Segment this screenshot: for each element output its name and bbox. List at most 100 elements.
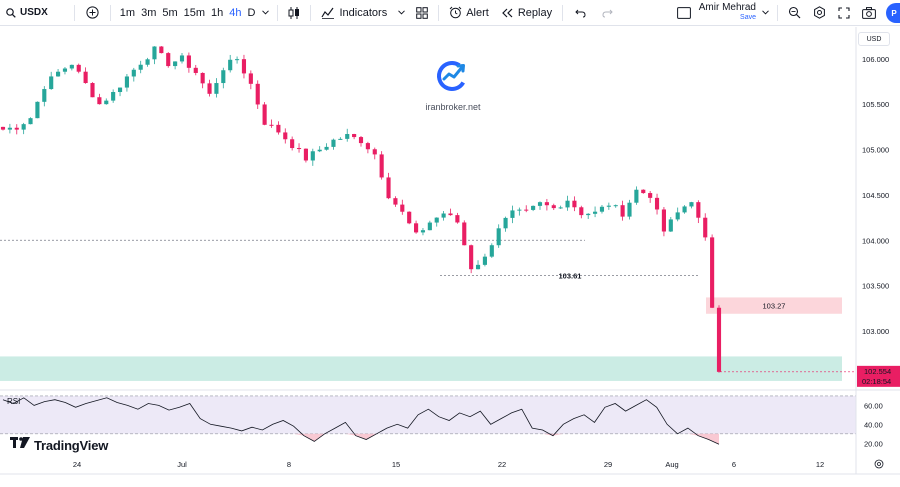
- redo-button[interactable]: [594, 0, 621, 26]
- candle-body: [703, 217, 708, 238]
- candle-body: [214, 83, 219, 94]
- candle-body: [475, 264, 481, 270]
- candle-body: [35, 101, 40, 119]
- publish-avatar-button[interactable]: P: [886, 3, 900, 23]
- candle-body: [145, 59, 150, 65]
- undo-button[interactable]: [567, 0, 594, 26]
- candle-body: [310, 151, 315, 161]
- candle-body: [565, 200, 570, 208]
- candle-body: [689, 202, 694, 207]
- indicator-templates-button[interactable]: [393, 0, 410, 26]
- interval-5m[interactable]: 5m: [162, 6, 178, 19]
- replay-button[interactable]: Replay: [495, 0, 558, 26]
- rsi-oversold-fill: [3, 433, 719, 445]
- rsi-tick-label: 60.00: [864, 401, 883, 410]
- divider: [309, 4, 311, 21]
- indicators-button[interactable]: Indicators: [315, 0, 394, 26]
- price-tick-label: 105.000: [862, 146, 889, 155]
- chart-type-button[interactable]: [282, 0, 306, 26]
- chevron-down-icon: [398, 10, 406, 15]
- magnifier-icon: [788, 6, 801, 19]
- candle-body: [365, 143, 370, 150]
- interval-15m[interactable]: 15m: [183, 6, 206, 19]
- candle-body: [228, 59, 233, 71]
- divider: [438, 4, 440, 21]
- layout-button[interactable]: [410, 0, 434, 26]
- snapshot-button[interactable]: [856, 0, 882, 26]
- candle-body: [400, 204, 405, 212]
- interval-1h[interactable]: 1h: [211, 6, 224, 19]
- compare-symbol-button[interactable]: [79, 0, 106, 26]
- candle-body: [716, 307, 722, 372]
- candle-body: [303, 148, 308, 161]
- candle-body: [83, 71, 88, 84]
- candle-body: [7, 127, 12, 130]
- candle-body: [379, 154, 384, 178]
- candle-body: [482, 256, 487, 265]
- symbol-search-button[interactable]: USDX: [0, 0, 52, 26]
- interval-4h[interactable]: 4h: [229, 6, 242, 19]
- candle-body: [117, 87, 123, 92]
- candle-body: [407, 211, 412, 224]
- candle-body: [331, 139, 336, 147]
- chart-area[interactable]: 103.27 103.61 60.00 40.00 20.00 106.000 105…: [0, 27, 900, 487]
- candle-body: [0, 126, 6, 130]
- layout-selector-button[interactable]: [673, 0, 695, 26]
- price-tick-label: 104.500: [862, 191, 889, 200]
- quick-search-button[interactable]: [782, 0, 807, 26]
- candle-body: [586, 213, 591, 216]
- save-label[interactable]: Save: [740, 13, 756, 21]
- rsi-background-band: [0, 395, 856, 434]
- chart-canvas[interactable]: 103.27 103.61 60.00 40.00 20.00 106.000 105…: [0, 27, 900, 487]
- candle-body: [606, 205, 611, 207]
- candle-body: [97, 97, 102, 105]
- rsi-line: [2, 397, 720, 445]
- time-tick-label: 12: [816, 460, 824, 469]
- currency-badge[interactable]: USD: [858, 32, 890, 46]
- candle-body: [152, 46, 157, 60]
- time-tick-label: 6: [732, 460, 736, 469]
- candle-body: [661, 209, 666, 232]
- divider: [777, 4, 778, 21]
- candle-body: [462, 222, 467, 246]
- candle-body: [21, 124, 26, 130]
- interval-d[interactable]: D: [247, 6, 256, 19]
- candle-body: [489, 245, 494, 257]
- user-layout-menu[interactable]: Amir Mehrad Save: [695, 0, 773, 26]
- candle-body: [76, 64, 81, 72]
- candle-body: [710, 237, 715, 308]
- user-info: Amir Mehrad Save: [698, 1, 756, 23]
- candle-body: [551, 205, 556, 209]
- candle-body: [296, 148, 302, 150]
- candle-body: [338, 138, 343, 140]
- user-name: Amir Mehrad: [698, 1, 756, 13]
- interval-1m[interactable]: 1m: [119, 6, 136, 19]
- zone-red: [706, 297, 842, 314]
- current-price-tag-bg: [857, 365, 900, 387]
- tradingview-logo[interactable]: TradingView: [10, 436, 108, 454]
- candle-body: [668, 219, 673, 232]
- candle-body: [193, 67, 198, 73]
- candle-body: [469, 245, 474, 270]
- candles-icon: [288, 6, 300, 20]
- replay-icon: [501, 8, 514, 18]
- candle-body: [648, 193, 653, 198]
- candle-body: [386, 177, 391, 199]
- settings-button[interactable]: [807, 0, 832, 26]
- rsi-tick-label: 20.00: [864, 439, 883, 448]
- indicators-icon: [320, 7, 335, 19]
- fullscreen-button[interactable]: [832, 0, 856, 26]
- candle-body: [455, 215, 460, 223]
- alert-button[interactable]: Alert: [443, 0, 495, 26]
- symbol-label: USDX: [20, 7, 48, 18]
- time-settings-icon[interactable]: [874, 459, 884, 469]
- fullscreen-icon: [838, 6, 850, 19]
- rsi-legend-label[interactable]: RSI: [7, 397, 21, 406]
- zone-label: 103.27: [763, 302, 786, 311]
- search-icon: [6, 7, 16, 18]
- candle-body: [531, 205, 536, 210]
- candle-body: [441, 213, 446, 218]
- interval-chevron-down-icon[interactable]: [261, 10, 269, 15]
- countdown-label: 02:18:54: [862, 377, 891, 386]
- interval-3m[interactable]: 3m: [141, 6, 157, 19]
